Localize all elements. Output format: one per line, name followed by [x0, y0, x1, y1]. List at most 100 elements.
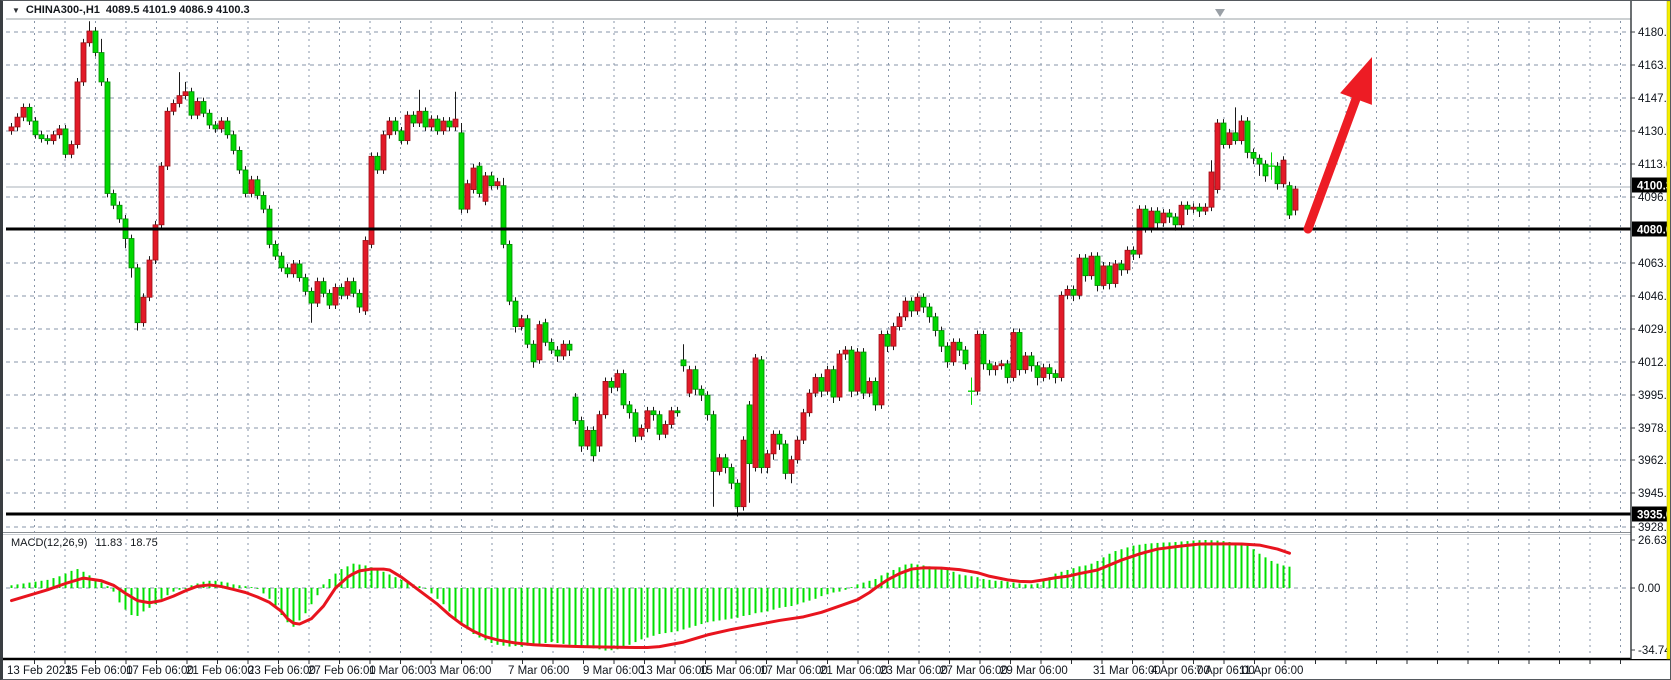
chart-shift-marker-icon[interactable]	[1215, 9, 1225, 17]
bear-candle	[692, 369, 699, 390]
macd-histogram-bar	[904, 564, 907, 588]
trend-arrow[interactable]	[1303, 57, 1372, 234]
bear-candle	[1262, 163, 1269, 177]
macd-histogram-bar	[628, 588, 631, 645]
macd-histogram-bar	[334, 573, 337, 588]
macd-histogram-bar	[922, 565, 925, 588]
support-price-badge-text: 3935.0	[1637, 510, 1671, 522]
bull-candle	[146, 259, 153, 298]
macd-histogram-bar	[1120, 549, 1123, 588]
macd-histogram-bar	[88, 575, 91, 588]
bear-candle	[980, 334, 987, 365]
time-axis-label: 21 Mar 06:00	[820, 665, 888, 677]
macd-histogram-bar	[388, 574, 391, 588]
bear-candle	[728, 467, 735, 484]
bear-candle	[1004, 363, 1011, 378]
macd-histogram-bar	[280, 588, 283, 616]
bear-candle	[1094, 255, 1101, 286]
bear-candle	[956, 341, 963, 351]
bear-candle	[620, 373, 627, 406]
macd-histogram-bar	[868, 580, 871, 588]
macd-histogram-bar	[100, 582, 103, 588]
macd-histogram-bar	[226, 582, 229, 588]
chart-canvas[interactable]: 4180.5 4163.5 4147.0 4130.0 4113.0 4096.5 4063…	[3, 1, 1671, 680]
macd-histogram-bar	[928, 566, 931, 588]
gridlines	[6, 21, 1631, 657]
bear-candle	[476, 165, 483, 194]
macd-histogram-bar	[1024, 584, 1027, 588]
symbol-dropdown-icon[interactable]: ▼	[12, 5, 20, 15]
macd-histogram-bar	[1288, 566, 1291, 588]
time-axis-label: 17 Mar 06:00	[760, 665, 828, 677]
macd-histogram-bar	[160, 588, 163, 599]
bear-candle	[1016, 332, 1023, 371]
price-axis-label: 4147.0	[1638, 93, 1671, 105]
bull-candle	[482, 175, 489, 202]
bear-candle	[230, 134, 237, 151]
macd-histogram-bar	[166, 588, 169, 596]
bear-candle	[1028, 355, 1035, 367]
bear-candle	[224, 120, 231, 136]
bear-candle	[1034, 365, 1041, 378]
macd-histogram-bar	[574, 588, 577, 646]
bear-candle	[542, 322, 549, 343]
bull-candle	[404, 114, 411, 142]
bear-candle	[572, 396, 579, 421]
macd-histogram-bar	[274, 588, 277, 607]
bear-candle	[932, 316, 939, 331]
bear-candle	[1286, 185, 1293, 216]
macd-histogram-bar	[1150, 543, 1153, 588]
bull-candle	[536, 324, 543, 361]
bull-candle	[1280, 159, 1287, 185]
price-axis[interactable]: 4180.5 4163.5 4147.0 4130.0 4113.0 4096.5 4063…	[1630, 1, 1671, 659]
time-axis-label: 23 Feb 06:00	[248, 665, 316, 677]
bear-candle	[872, 381, 879, 406]
bear-candle	[1166, 212, 1173, 218]
macd-histogram-bar	[1252, 549, 1255, 588]
bull-candle	[602, 381, 609, 416]
bear-candle	[548, 341, 555, 351]
bull-candle	[1148, 210, 1155, 230]
bear-candle	[884, 334, 891, 347]
bear-candle	[92, 30, 99, 53]
bear-candle	[860, 351, 867, 394]
bear-candle	[458, 132, 465, 210]
current-price-badge: 4100.3	[1632, 177, 1670, 193]
time-axis-label: 11 Apr 06:00	[1239, 665, 1303, 677]
bull-candle	[74, 81, 81, 145]
bull-candle	[1190, 206, 1197, 210]
bull-candle	[20, 106, 27, 118]
bull-candle	[1010, 332, 1017, 378]
bull-candle	[182, 91, 189, 97]
bear-candle	[320, 281, 327, 294]
macd-histogram-bar	[286, 588, 289, 623]
indicator-label: MACD(12,26,9) 11.83 18.75	[11, 537, 163, 549]
bear-candle	[1052, 373, 1059, 378]
macd-histogram-bar	[520, 588, 523, 647]
bull-candle	[950, 341, 957, 363]
price-axis-background[interactable]	[1631, 1, 1671, 659]
macd-histogram-bar	[1072, 568, 1075, 588]
chart-scroll-strip[interactable]	[1666, 1, 1671, 660]
bear-candle	[266, 208, 273, 245]
bull-candle	[1238, 120, 1245, 142]
bull-candle	[638, 427, 645, 437]
symbol-timeframe-label: CHINA300-,H1	[25, 4, 100, 16]
bear-candle	[1106, 265, 1113, 284]
macd-histogram-bar	[820, 588, 823, 597]
bear-candle	[278, 255, 285, 269]
bull-candle	[170, 103, 177, 112]
bear-candle	[680, 359, 687, 367]
candlestick-series	[8, 21, 1299, 517]
bear-candle	[32, 120, 39, 136]
macd-histogram-bar	[784, 588, 787, 607]
macd-histogram-bar	[1246, 545, 1249, 588]
bull-candle	[1100, 265, 1107, 286]
bull-candle	[866, 381, 873, 394]
bear-candle	[242, 169, 249, 194]
bear-candle	[392, 120, 399, 132]
macd-histogram-bar	[28, 582, 31, 588]
bull-candle	[1058, 294, 1065, 378]
bear-candle	[326, 292, 333, 306]
